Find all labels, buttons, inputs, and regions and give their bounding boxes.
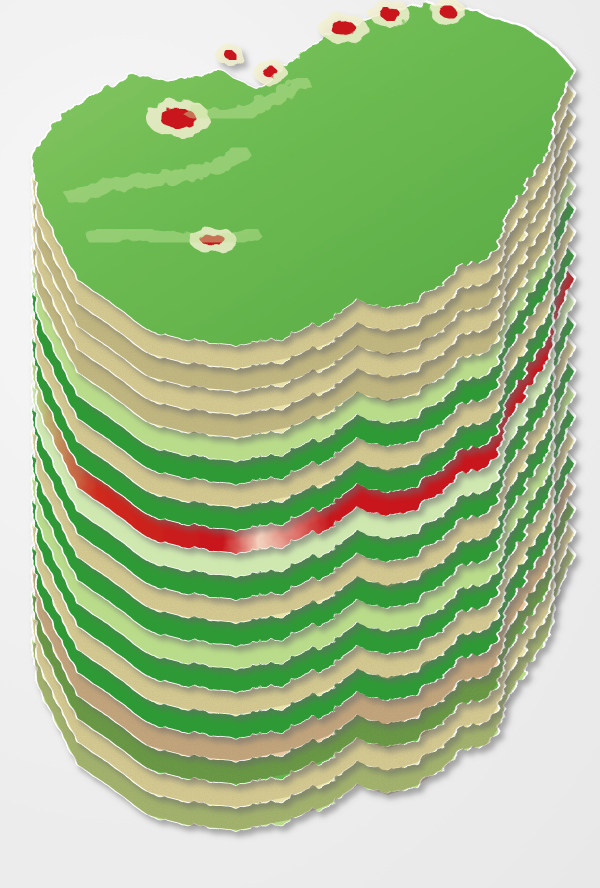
relief-band — [185, 73, 312, 124]
highland-red-patch — [439, 6, 457, 18]
relief-band — [64, 144, 252, 207]
map-layer-l22 — [31, 0, 576, 346]
highland-red-patch — [224, 50, 236, 60]
relief-band — [85, 223, 262, 249]
highland-red-patch — [380, 7, 400, 21]
highland-red-patch — [330, 21, 356, 35]
layer-stack — [31, 0, 576, 831]
highland-red-patch — [263, 66, 277, 78]
